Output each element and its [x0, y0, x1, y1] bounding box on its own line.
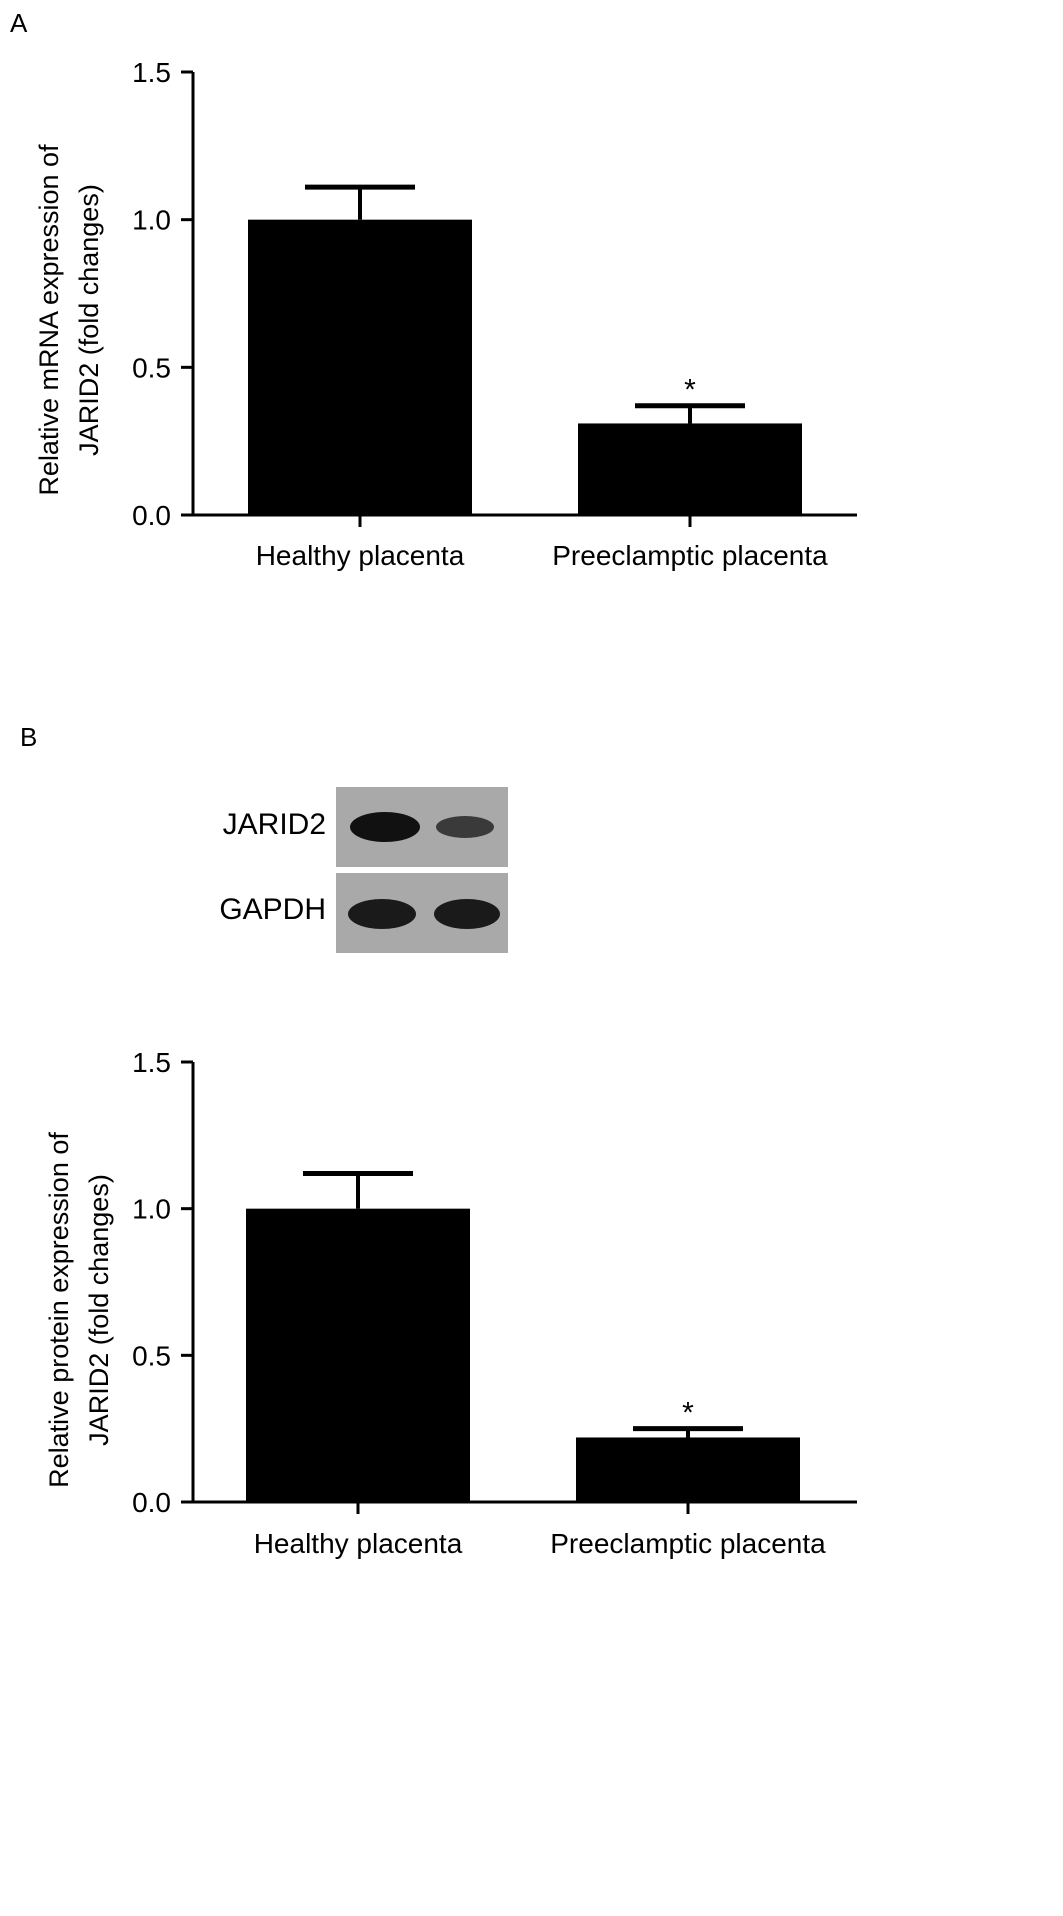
blot-strip-jarid2	[336, 787, 508, 867]
y-axis-label: JARID2 (fold changes)	[74, 184, 104, 456]
y-tick-label: 0.0	[132, 500, 171, 531]
significance-marker: *	[684, 374, 696, 407]
y-tick-label: 0.0	[132, 1487, 171, 1518]
y-tick-label: 0.5	[132, 1340, 171, 1371]
x-tick-label: Preeclamptic placenta	[550, 1528, 826, 1559]
y-tick-label: 0.5	[132, 352, 171, 383]
bar	[248, 219, 472, 515]
panel-label-a: A	[10, 8, 28, 38]
y-tick-label: 1.0	[132, 205, 171, 236]
blot-strip-gapdh	[336, 873, 508, 953]
x-tick-label: Healthy placenta	[254, 1528, 463, 1559]
blot-band	[350, 812, 420, 842]
bar	[578, 423, 802, 515]
y-axis-label: JARID2 (fold changes)	[84, 1174, 114, 1446]
y-tick-label: 1.5	[132, 57, 171, 88]
x-tick-label: Preeclamptic placenta	[552, 540, 828, 571]
x-tick-label: Healthy placenta	[256, 540, 465, 571]
significance-marker: *	[682, 1397, 694, 1430]
blot-band	[348, 899, 416, 929]
y-tick-label: 1.5	[132, 1047, 171, 1078]
bar	[246, 1208, 470, 1502]
blot-label-gapdh: GAPDH	[219, 893, 326, 926]
y-tick-label: 1.0	[132, 1194, 171, 1225]
y-axis-label: Relative mRNA expression of	[34, 144, 64, 496]
blot-band	[436, 816, 494, 838]
blot-band	[434, 899, 500, 929]
bar	[576, 1437, 800, 1502]
blot-label-jarid2: JARID2	[222, 808, 326, 841]
y-axis-label: Relative protein expression of	[44, 1132, 74, 1488]
panel-label-b: B	[20, 722, 38, 752]
